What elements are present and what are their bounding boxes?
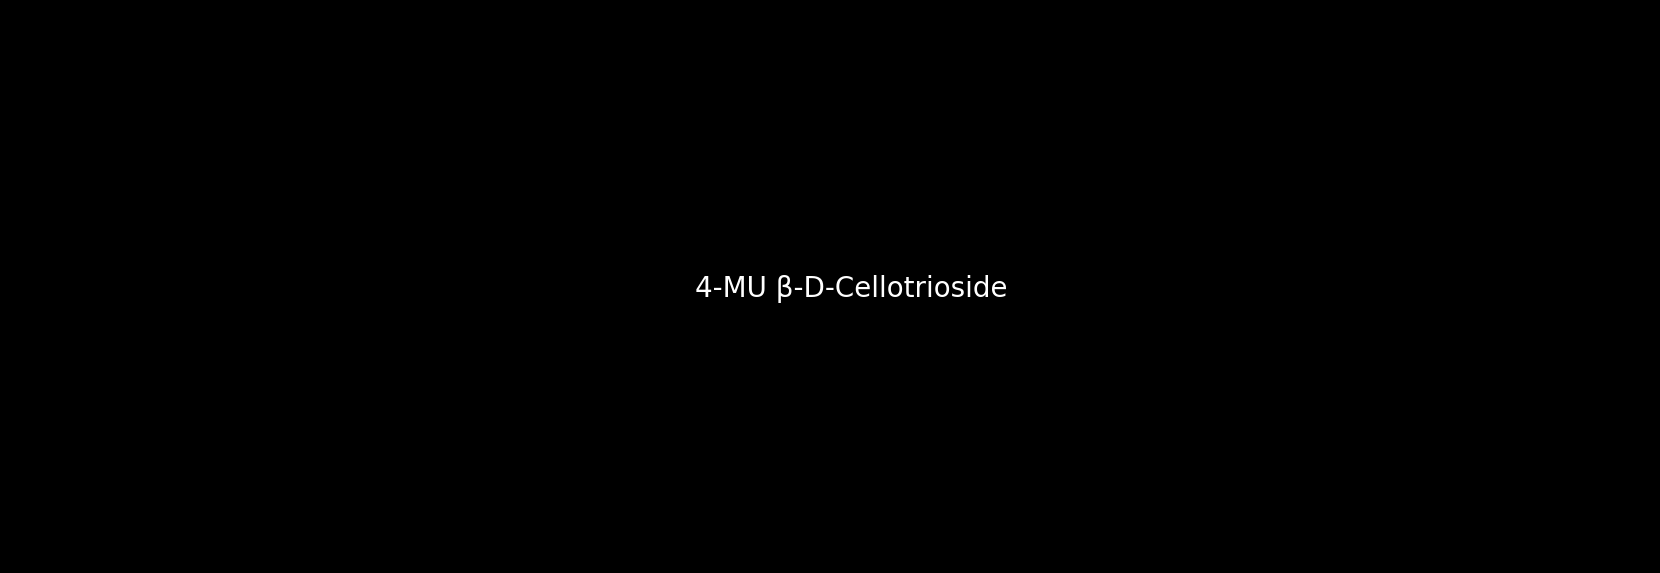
Text: 4-MU β-D-Cellotrioside: 4-MU β-D-Cellotrioside [694,276,1008,303]
